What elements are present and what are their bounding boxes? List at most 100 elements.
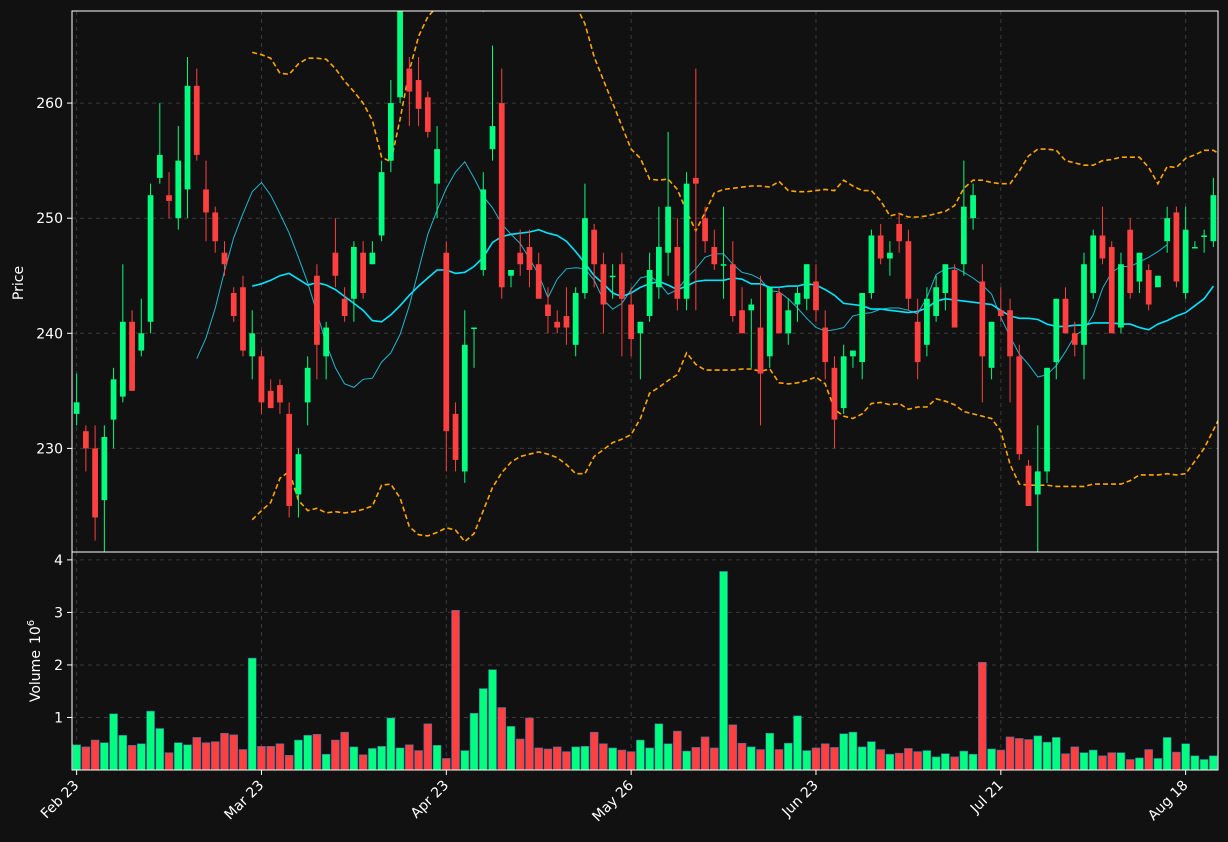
volume-bar [636,739,645,770]
volume-y-tick-label: 4 [54,553,63,569]
volume-bar [174,742,183,770]
candle-body [1034,471,1041,495]
candle-body [711,246,718,265]
volume-bar [377,746,386,770]
volume-scale-base: 10 [28,626,44,644]
candle-body [92,448,98,518]
candle-body [582,218,588,294]
candle-body [951,269,958,328]
candle-body [1025,465,1032,506]
volume-bar [127,745,137,770]
volume-bar [1209,755,1218,770]
volume-bar [691,747,701,770]
volume-bar [515,738,525,770]
candle-body [877,235,884,259]
volume-bar [867,741,876,770]
volume-bar [700,736,710,770]
volume-bar [349,746,359,770]
candle-body [526,246,533,270]
volume-bar [599,743,608,770]
volume-bar [1042,741,1052,770]
candle-body [471,327,477,330]
candle-body [452,413,459,460]
candle-body [813,281,819,311]
volume-bar [571,746,580,770]
candle-body [1155,275,1161,288]
volume-bar [543,748,553,770]
candle-body [1108,246,1115,334]
volume-bar [340,731,349,770]
candle-body [351,246,357,299]
candle-body [905,241,912,299]
candle-body [831,367,838,420]
candle-body [203,189,209,213]
candle-body [545,304,551,317]
volume-bar [137,743,146,770]
candle-body [110,379,117,420]
price-axis-title: Price [11,266,27,300]
candle-body [156,154,163,178]
candle-body [609,275,616,278]
candle-body [655,246,662,288]
price-y-tick-label: 240 [36,326,63,342]
candle-body [794,293,801,305]
volume-bar [201,742,211,770]
candle-body [924,298,930,345]
candle-body [1145,269,1152,305]
volume-bar [460,750,470,770]
candle-body [323,327,330,357]
candle-body [692,177,699,184]
candlesticks [73,11,1217,552]
volume-bar [913,751,922,770]
candle-body [508,269,514,276]
volume-bar [303,735,312,770]
volume-bar [368,748,377,770]
volume-bar [1135,757,1144,770]
candle-body [646,269,653,317]
candle-body [1007,310,1013,357]
candle-body [230,293,237,317]
candle-body [415,80,422,109]
volume-panel: 1 2 3 4 Volume 106 [26,551,1219,771]
volume-bar [1172,751,1181,770]
volume-bar [451,610,460,770]
volume-bar [1079,752,1089,770]
candle-body [1118,264,1124,328]
volume-bar [1070,746,1080,770]
volume-bar [284,754,294,770]
candle-body [960,206,967,265]
candle-body [240,287,246,351]
candle-body [286,413,293,506]
candle-body [258,356,265,403]
volume-y-tick-label: 2 [54,658,63,674]
volume-bar [247,657,257,770]
volume-bar [229,734,239,770]
candle-body [397,11,403,98]
candle-body [850,350,856,357]
volume-bar [663,743,673,770]
candle-body [535,264,542,299]
volume-bar [81,746,91,770]
ma-fast-line [196,160,1168,388]
candle-body [147,195,154,322]
candle-body [277,385,283,403]
candle-body [1192,246,1198,249]
candle-body [378,172,385,236]
volume-bar [146,710,155,770]
volume-bar [589,731,599,770]
volume-bar [987,748,996,770]
volume-bar [183,744,192,770]
volume-y-tick-label: 3 [54,605,63,621]
candle-body [748,304,755,311]
candle-body [720,264,727,266]
volume-y-axis: 1 2 3 4 [54,553,72,726]
candle-body [803,264,810,299]
candle-body [896,223,903,242]
candle-body [739,310,745,334]
volume-bar [525,717,534,770]
candle-body [341,298,348,317]
volume-bar [294,739,303,770]
volume-bar [155,728,165,770]
